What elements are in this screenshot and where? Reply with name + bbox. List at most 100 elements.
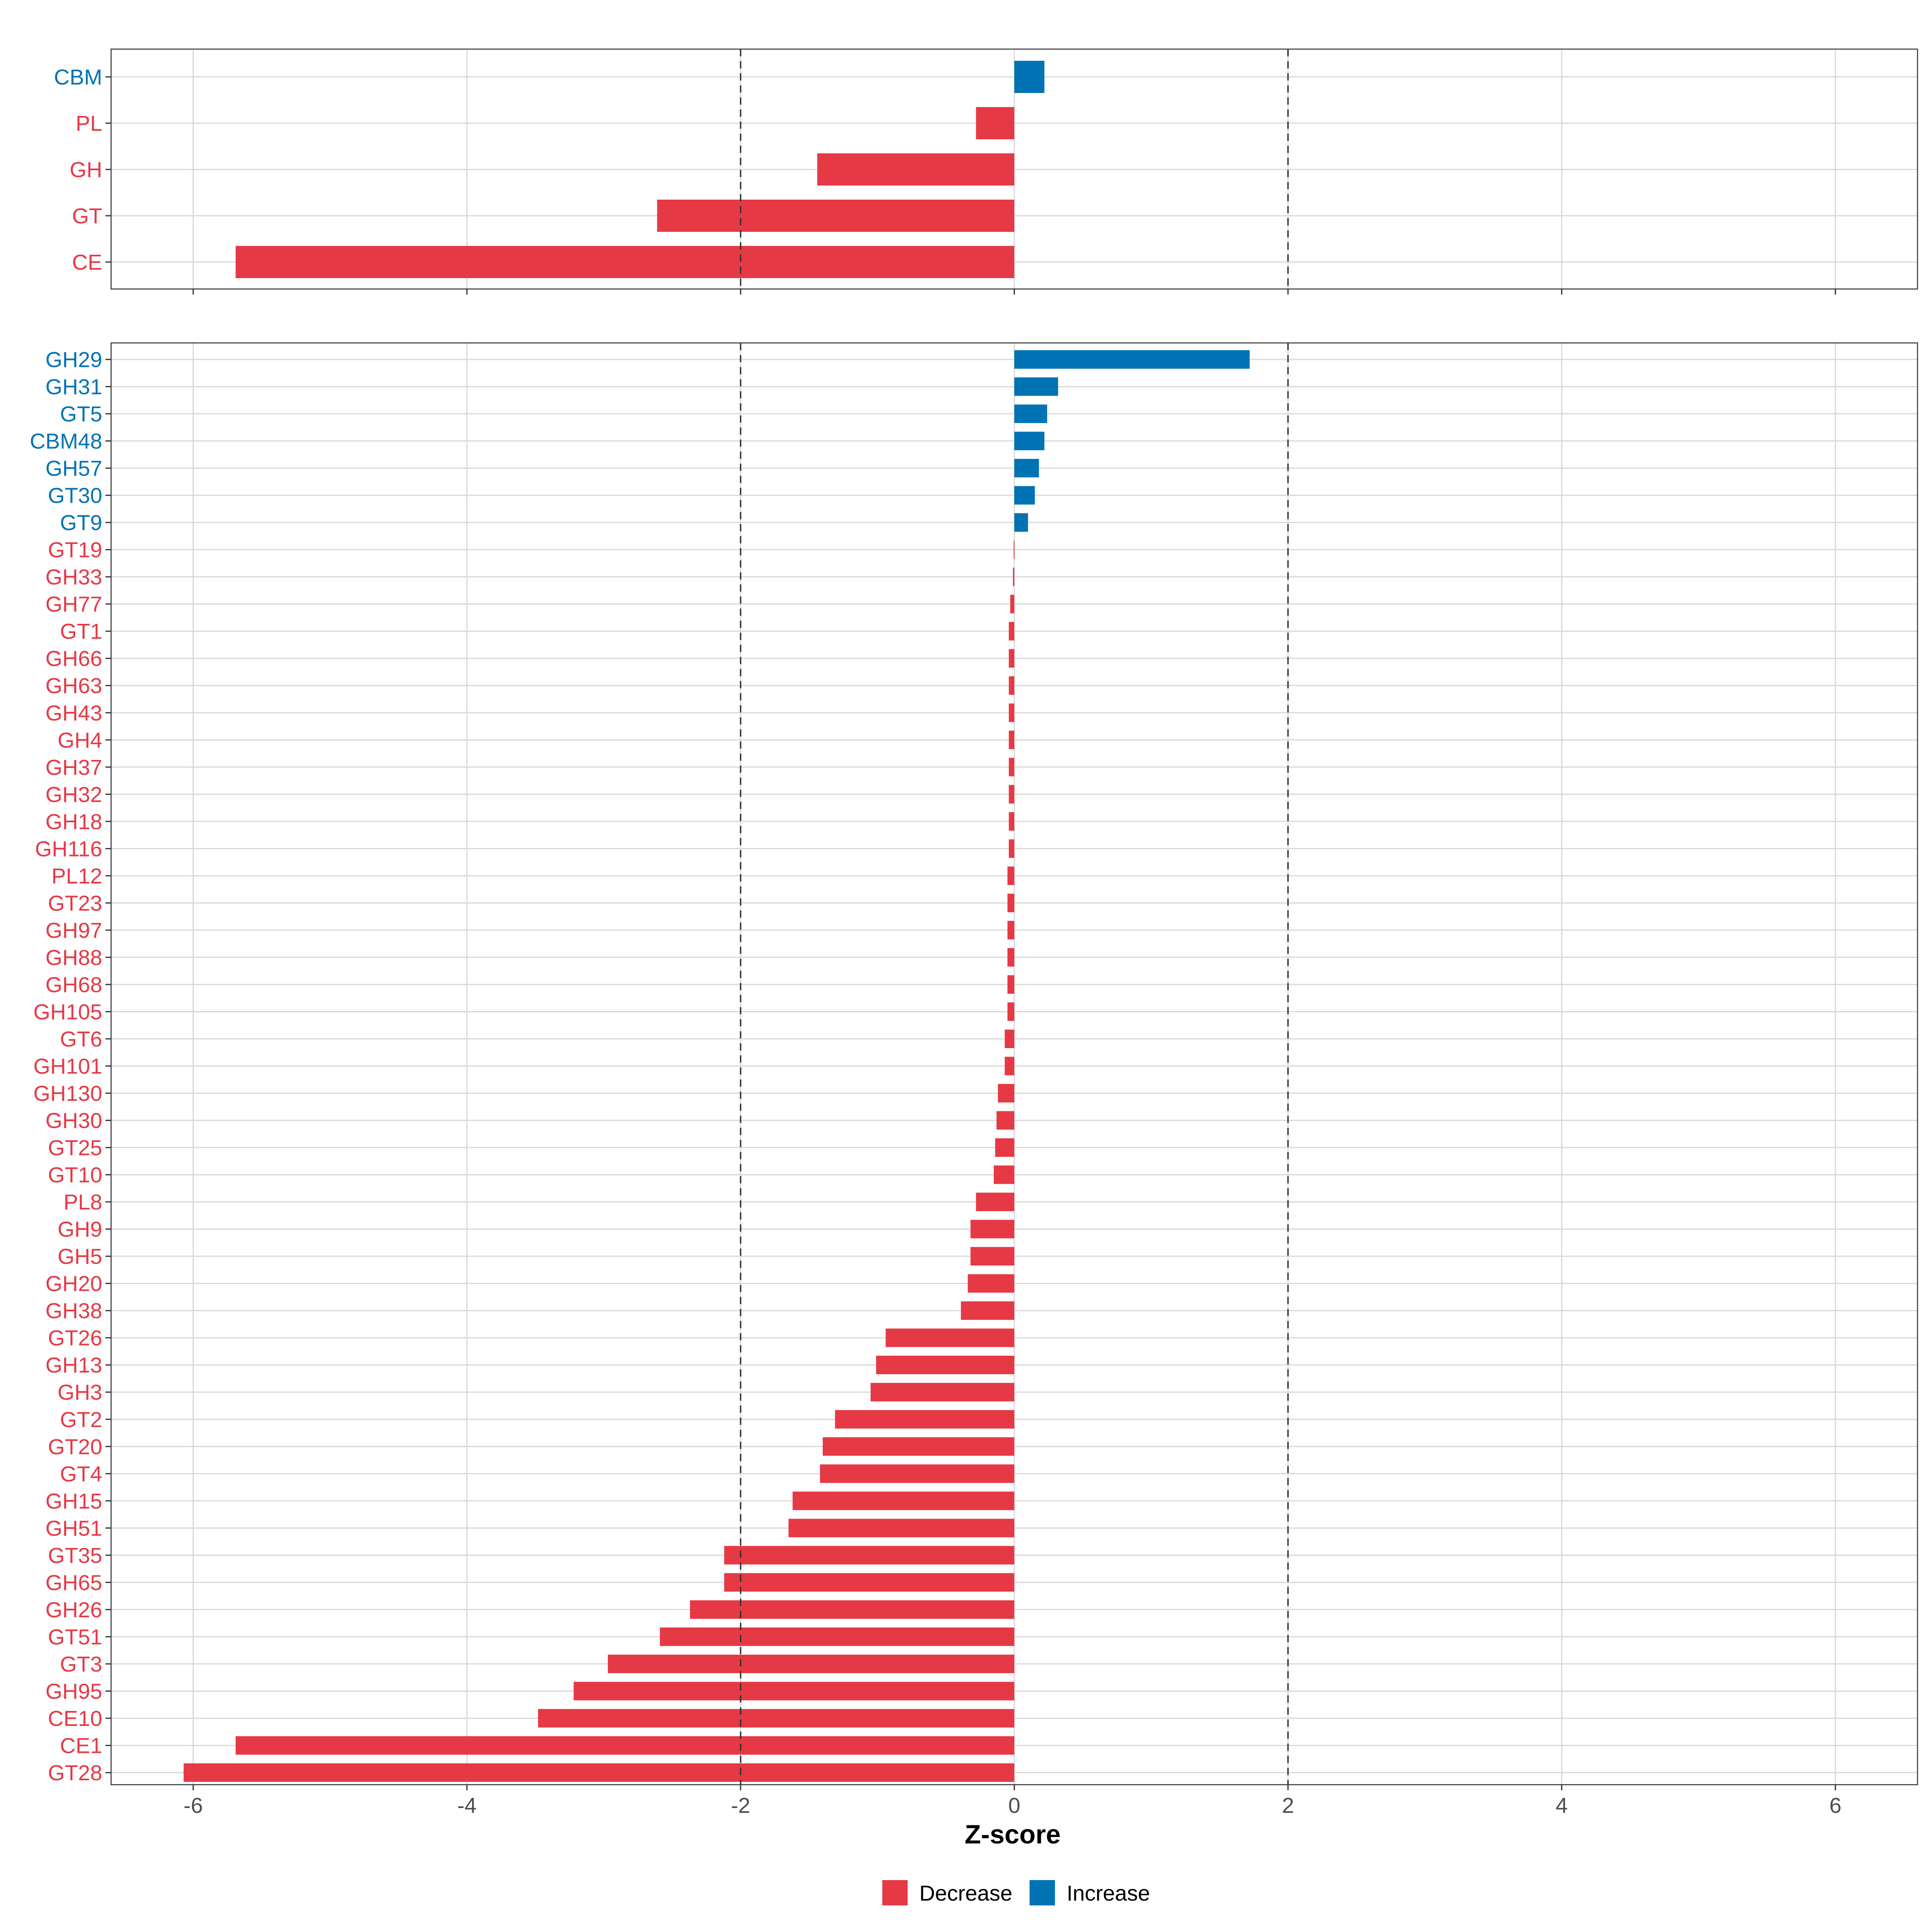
legend-label-increase: Increase	[1067, 1881, 1150, 1905]
bar-GT3	[608, 1654, 1014, 1673]
category-label-PL: PL	[76, 111, 102, 136]
x-axis-title: Z-score	[965, 1819, 1061, 1849]
category-label-GT25: GT25	[48, 1136, 102, 1160]
bar-GH3	[871, 1383, 1014, 1402]
bar-GH38	[961, 1301, 1014, 1320]
bar-GH29	[1014, 350, 1250, 369]
category-label-GT20: GT20	[48, 1435, 102, 1459]
bars-layer	[184, 61, 1250, 1782]
bar-GH51	[788, 1519, 1014, 1538]
category-label-GH32: GH32	[45, 782, 102, 807]
category-label-GH77: GH77	[45, 592, 102, 617]
bar-GT2	[835, 1410, 1014, 1429]
category-label-GH51: GH51	[45, 1516, 102, 1540]
bar-GT4	[820, 1464, 1014, 1483]
bar-GT23	[1007, 894, 1014, 912]
category-label-GT26: GT26	[48, 1326, 102, 1350]
bar-CBM	[1014, 61, 1044, 93]
bar-GT51	[660, 1627, 1014, 1646]
bar-GT10	[994, 1165, 1014, 1184]
bar-GH88	[1007, 948, 1014, 967]
category-label-GT5: GT5	[60, 402, 102, 426]
category-label-GH26: GH26	[45, 1598, 102, 1622]
bar-CE1	[235, 1736, 1014, 1755]
bar-GH31	[1014, 377, 1058, 396]
bar-GH26	[690, 1600, 1014, 1619]
category-label-GH43: GH43	[45, 701, 102, 725]
category-label-GT10: GT10	[48, 1163, 102, 1187]
x-tick-label: 2	[1282, 1794, 1294, 1818]
category-label-GH13: GH13	[45, 1353, 102, 1377]
bar-GH57	[1014, 459, 1039, 478]
category-label-GT51: GT51	[48, 1625, 102, 1649]
category-label-GH3: GH3	[58, 1381, 102, 1405]
bar-GH15	[793, 1491, 1014, 1510]
bar-GH68	[1007, 975, 1014, 994]
legend: Decrease Increase	[882, 1880, 1150, 1905]
category-label-GH95: GH95	[45, 1679, 102, 1703]
category-label-CBM: CBM	[54, 65, 102, 89]
bar-GH9	[970, 1220, 1014, 1238]
bar-PL12	[1007, 866, 1014, 885]
bar-PL8	[976, 1193, 1014, 1212]
category-label-GH105: GH105	[33, 1000, 102, 1024]
reference-lines-layer	[740, 49, 1289, 1785]
bar-GT35	[724, 1546, 1014, 1565]
bar-GT6	[1005, 1029, 1014, 1048]
category-label-GT3: GT3	[60, 1652, 102, 1676]
bar-GH130	[998, 1084, 1014, 1103]
category-label-CE: CE	[72, 250, 102, 275]
category-label-GH97: GH97	[45, 919, 102, 943]
bar-GH105	[1007, 1002, 1014, 1021]
bar-GH18	[1009, 812, 1014, 831]
category-label-GT35: GT35	[48, 1544, 102, 1568]
category-label-GT9: GT9	[60, 511, 102, 535]
category-label-GH33: GH33	[45, 565, 102, 589]
category-label-GT19: GT19	[48, 538, 102, 562]
category-label-CE1: CE1	[60, 1734, 102, 1758]
bar-GH30	[996, 1111, 1014, 1130]
x-tick-label: -2	[731, 1794, 750, 1818]
category-label-GH63: GH63	[45, 674, 102, 698]
bar-GH33	[1013, 568, 1014, 586]
category-label-GH57: GH57	[45, 456, 102, 481]
bar-GH116	[1009, 839, 1014, 858]
category-label-GT6: GT6	[60, 1027, 102, 1051]
bar-CE	[235, 246, 1014, 278]
category-label-GH65: GH65	[45, 1571, 102, 1595]
bar-GT25	[995, 1138, 1014, 1157]
category-label-GT: GT	[72, 204, 102, 228]
category-label-PL12: PL12	[52, 864, 102, 888]
category-label-GH15: GH15	[45, 1489, 102, 1513]
bar-GT19	[1013, 540, 1015, 559]
bar-GH97	[1007, 921, 1014, 939]
bar-GH63	[1009, 676, 1014, 695]
category-label-GH68: GH68	[45, 973, 102, 997]
bar-GH43	[1009, 703, 1014, 722]
x-tick-label: 0	[1008, 1794, 1020, 1818]
category-label-GH31: GH31	[45, 375, 102, 399]
bar-GT9	[1014, 513, 1028, 532]
bar-GH101	[1005, 1057, 1014, 1075]
bar-GT28	[184, 1763, 1015, 1782]
category-label-GH29: GH29	[45, 348, 102, 372]
bar-GH65	[724, 1573, 1014, 1592]
category-label-GH38: GH38	[45, 1299, 102, 1323]
category-label-GH101: GH101	[33, 1055, 102, 1079]
x-tick-label: 6	[1829, 1794, 1841, 1818]
category-label-CBM48: CBM48	[30, 429, 102, 454]
x-tick-label: 4	[1556, 1794, 1568, 1818]
bar-GT20	[823, 1437, 1014, 1456]
category-label-GT28: GT28	[48, 1761, 102, 1785]
bar-CBM48	[1014, 431, 1044, 450]
category-label-GH116: GH116	[35, 837, 102, 861]
category-label-GH130: GH130	[33, 1082, 102, 1106]
category-label-GH5: GH5	[58, 1245, 102, 1269]
bar-GH32	[1009, 785, 1014, 804]
bar-GH4	[1009, 731, 1014, 749]
bar-GH95	[574, 1682, 1014, 1701]
category-label-GH20: GH20	[45, 1272, 102, 1296]
bar-GH77	[1010, 594, 1014, 613]
category-label-GH66: GH66	[45, 647, 102, 671]
